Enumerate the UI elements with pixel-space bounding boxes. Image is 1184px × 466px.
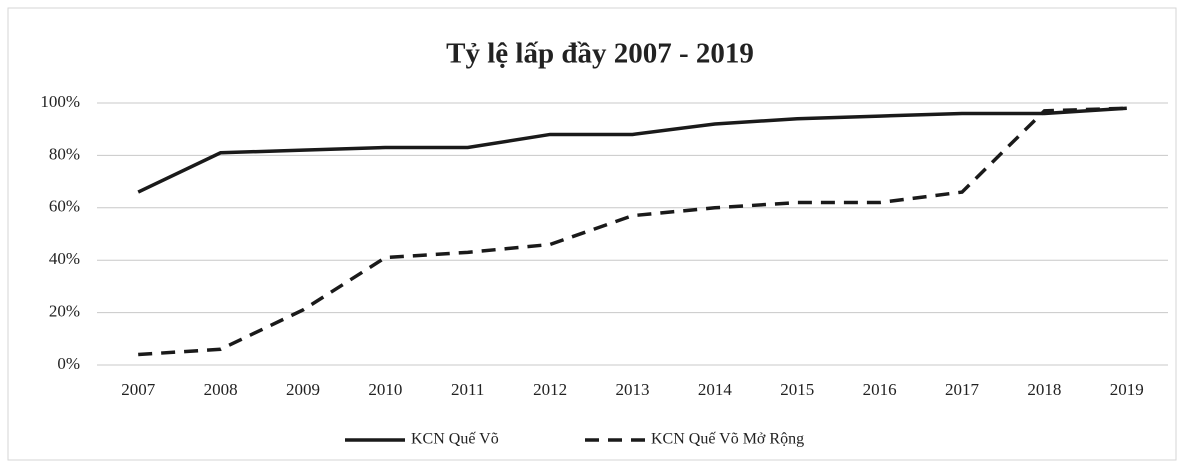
x-tick-label: 2013 [616,380,650,399]
chart-frame [7,7,1177,461]
y-tick-label: 60% [49,197,80,216]
x-tick-label: 2010 [368,380,402,399]
series-line [137,106,1127,194]
x-tick-label: 2007 [121,380,156,399]
y-tick-label: 0% [57,354,80,373]
series-line [138,106,1127,357]
x-tick-label: 2009 [286,380,320,399]
legend-label: KCN Quế Võ [411,431,499,448]
x-tick-label: 2018 [1027,380,1061,399]
chart-title: Tỷ lệ lấp đầy 2007 - 2019 [446,38,754,70]
x-tick-label: 2017 [945,380,980,399]
y-tick-label: 20% [49,302,80,321]
x-tick-label: 2014 [698,380,733,399]
x-tick-label: 2008 [204,380,238,399]
x-tick-label: 2011 [451,380,484,399]
legend-label: KCN Quế Võ Mở Rộng [651,431,804,448]
y-tick-label: 80% [49,144,80,163]
x-tick-label: 2012 [533,380,567,399]
y-tick-label: 100% [40,92,80,111]
y-tick-label: 40% [49,249,80,268]
x-tick-label: 2016 [863,380,897,399]
x-tick-label: 2015 [780,380,814,399]
x-tick-label: 2019 [1110,380,1144,399]
